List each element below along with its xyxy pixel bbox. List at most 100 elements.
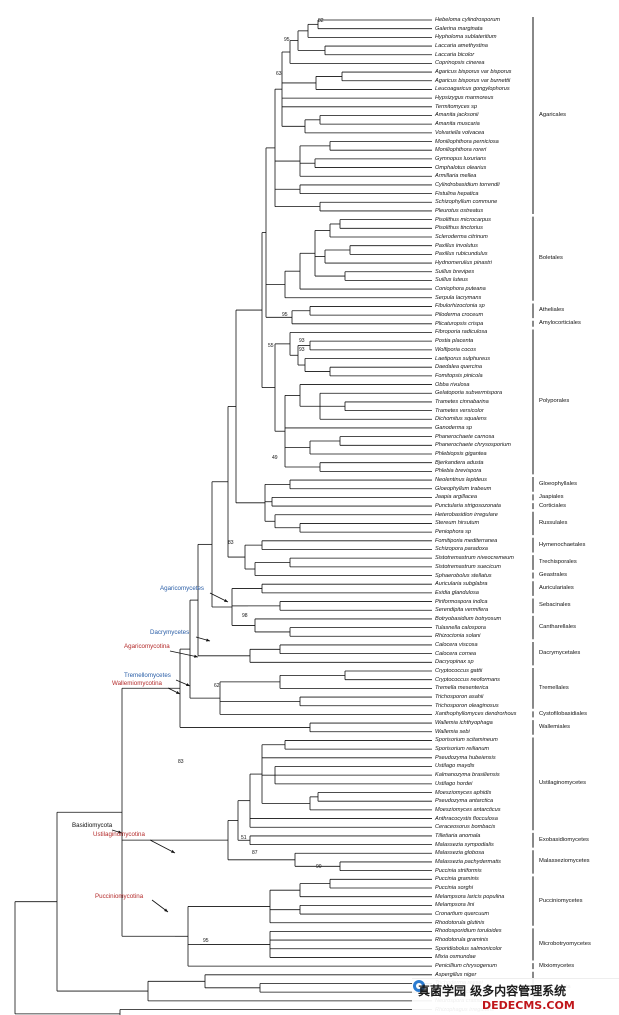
taxon-label: Daedalea quercina bbox=[435, 364, 482, 371]
order-label: Sebacinales bbox=[539, 602, 571, 609]
taxon-label: Trichosporon oleaginosus bbox=[435, 702, 499, 709]
taxon-label: Sporisorium scitamineum bbox=[435, 737, 498, 744]
order-label: Atheliales bbox=[539, 307, 565, 314]
group-label-tremellomycetes: Tremellomycetes bbox=[124, 672, 171, 679]
taxon-label: Phanerochaete carnosa bbox=[435, 433, 495, 440]
taxon-label: Botryobasidium botryosum bbox=[435, 615, 502, 622]
taxon-label: Penicillium chrysogenum bbox=[435, 963, 497, 970]
taxon-label: Xanthophyllomyces dendrorhous bbox=[435, 711, 517, 718]
order-label: Jaapiales bbox=[539, 493, 564, 500]
taxon-label: Plicaturopsis crispa bbox=[435, 320, 484, 327]
support-value: 90 bbox=[316, 864, 322, 870]
taxon-label: Trichosporon asahii bbox=[435, 694, 484, 701]
agaricomycotina-arrow bbox=[169, 650, 199, 658]
order-label: Corticiales bbox=[539, 502, 567, 509]
agaricomycetes-arrow-head bbox=[224, 598, 228, 602]
taxon-label: Hydnomerulius pinastri bbox=[435, 260, 492, 267]
taxon-label: Exidia glandulosa bbox=[435, 589, 479, 596]
taxon-label: Hypsizygus marmoreus bbox=[435, 95, 494, 102]
taxon-label: Peniophora sp bbox=[435, 529, 472, 536]
support-value: 87 bbox=[252, 850, 258, 856]
taxon-label: Phlebia brevispora bbox=[435, 468, 482, 475]
group-label-agaricomycetes: Agaricomycetes bbox=[160, 585, 205, 592]
taxon-label: Phanerochaete chrysosporium bbox=[435, 442, 511, 449]
taxon-label: Sistotremastrum niveocremeum bbox=[435, 555, 514, 562]
taxon-label: Malassezia pachydermatis bbox=[435, 858, 501, 865]
taxon-label: Schizopora paradoxa bbox=[435, 546, 488, 553]
taxon-label: Scleroderma citrinum bbox=[435, 234, 488, 240]
support-value: 62 bbox=[214, 683, 220, 689]
taxon-label: Rhodotorula graminis bbox=[435, 937, 489, 944]
taxon-label: Laccaria bicolor bbox=[435, 51, 475, 58]
order-label: Hymenochaetales bbox=[539, 541, 586, 548]
taxon-label: Mixia osmundae bbox=[435, 954, 476, 961]
taxon-label: Ustilago maydis bbox=[435, 763, 475, 770]
taxon-label: Pleurotus ostreatus bbox=[435, 207, 484, 214]
taxon-label: Amanita jacksonii bbox=[435, 112, 479, 119]
order-label: Gloeophyllales bbox=[539, 480, 578, 487]
taxon-label: Pseudozyma antarctica bbox=[435, 798, 494, 805]
taxon-label: Dichomitus squalens bbox=[435, 416, 487, 423]
taxon-label: Puccinia striiformis bbox=[435, 867, 482, 874]
order-label: Amylocorticiales bbox=[539, 320, 581, 327]
taxon-label: Pseudozyma hubeiensis bbox=[435, 754, 496, 761]
taxon-label: Sphaerobolus stellatus bbox=[435, 572, 492, 579]
taxon-label: Trametes cinnabarina bbox=[435, 398, 489, 405]
order-label: Boletales bbox=[539, 255, 563, 262]
support-value: 51 bbox=[241, 835, 247, 841]
order-label: Ustilaginomycetes bbox=[539, 780, 587, 787]
agaricomycotina-arrow-head bbox=[194, 654, 198, 658]
order-label: Russulales bbox=[539, 519, 568, 526]
basidiomycota-arrow-head bbox=[118, 830, 122, 834]
taxon-label: Gloeophyllum trabeum bbox=[435, 485, 492, 492]
ustilaginomycotina-arrow bbox=[149, 839, 176, 854]
taxon-label: Aspergillus niger bbox=[435, 971, 477, 978]
group-label-dacrymycetes: Dacrymycetes bbox=[150, 629, 190, 636]
taxon-label: Trametes versicolor bbox=[435, 407, 484, 414]
taxon-label: Gelatoporia subvermispora bbox=[435, 390, 503, 397]
taxon-label: Agaricus bisporus var bisporus bbox=[435, 69, 512, 76]
tremellomycetes-arrow-head bbox=[186, 683, 190, 686]
support-value: 95 bbox=[282, 312, 288, 318]
taxon-label: Obba rivulosa bbox=[435, 381, 470, 388]
taxon-label: Serendipita vermifera bbox=[435, 607, 489, 614]
taxon-label: Hypholoma sublateritium bbox=[435, 34, 497, 41]
taxon-label: Laetiporus sulphureus bbox=[435, 355, 491, 362]
taxon-label: Punctularia strigosozonata bbox=[435, 503, 501, 510]
taxon-label: Sporisorium reilianum bbox=[435, 746, 490, 753]
taxon-label: Coniophora puteana bbox=[435, 286, 486, 293]
taxon-label: Puccinia sorghi bbox=[435, 885, 473, 891]
taxon-label: Tilletiaria anomala bbox=[435, 832, 481, 839]
taxon-label: Wolfiporia cocos bbox=[435, 346, 477, 353]
support-value: 83 bbox=[228, 540, 234, 546]
taxon-label: Termitomyces sp bbox=[435, 103, 478, 110]
taxon-label: Cryptococcus neoformans bbox=[435, 676, 500, 683]
group-label-ustilaginomycotina: Ustilaginomycotina bbox=[93, 831, 145, 838]
order-label: Trechisporales bbox=[539, 559, 577, 565]
support-value: 82 bbox=[318, 18, 324, 24]
taxon-label: Cylindrobasidium torrendii bbox=[435, 181, 500, 188]
taxon-label: Phlebiopsis gigantea bbox=[435, 451, 487, 457]
taxon-label: Pisolithus microcarpus bbox=[435, 216, 491, 223]
taxon-label: Sporidiobolus salmonicolor bbox=[435, 945, 502, 952]
order-label: Geastrales bbox=[539, 572, 568, 579]
dacrymycetes-arrow-head bbox=[206, 638, 210, 642]
taxon-label: Fistulina hepatica bbox=[435, 190, 479, 197]
taxon-label: Paxillus involutus bbox=[435, 242, 478, 249]
taxon-label: Serpula lacrymans bbox=[435, 294, 482, 301]
taxon-label: Moesziomyces aphidis bbox=[435, 789, 492, 796]
taxon-label: Leucoagaricus gongylophorus bbox=[435, 86, 510, 93]
taxon-label: Hebeloma cylindrosporum bbox=[435, 17, 500, 23]
taxon-label: Piloderma croceum bbox=[435, 312, 484, 319]
taxon-label: Rhodosporidium toruloides bbox=[435, 928, 502, 935]
group-label-pucciniomycotina: Pucciniomycotina bbox=[95, 893, 144, 900]
taxon-label: Wallemia ichthyophaga bbox=[435, 720, 493, 727]
order-label: Microbotryomycetes bbox=[539, 940, 591, 947]
taxon-label: Moesziomyces antarcticus bbox=[435, 806, 501, 813]
support-value: 63 bbox=[276, 71, 282, 77]
taxon-label: Coprinopsis cinerea bbox=[435, 60, 485, 67]
watermark-bottom-text: DEDECMS.COM bbox=[482, 999, 575, 1012]
taxon-label: Pisolithus tinctorius bbox=[435, 225, 483, 232]
ustilaginomycotina-arrow-head bbox=[171, 849, 175, 853]
order-label: Tremellales bbox=[539, 684, 569, 691]
